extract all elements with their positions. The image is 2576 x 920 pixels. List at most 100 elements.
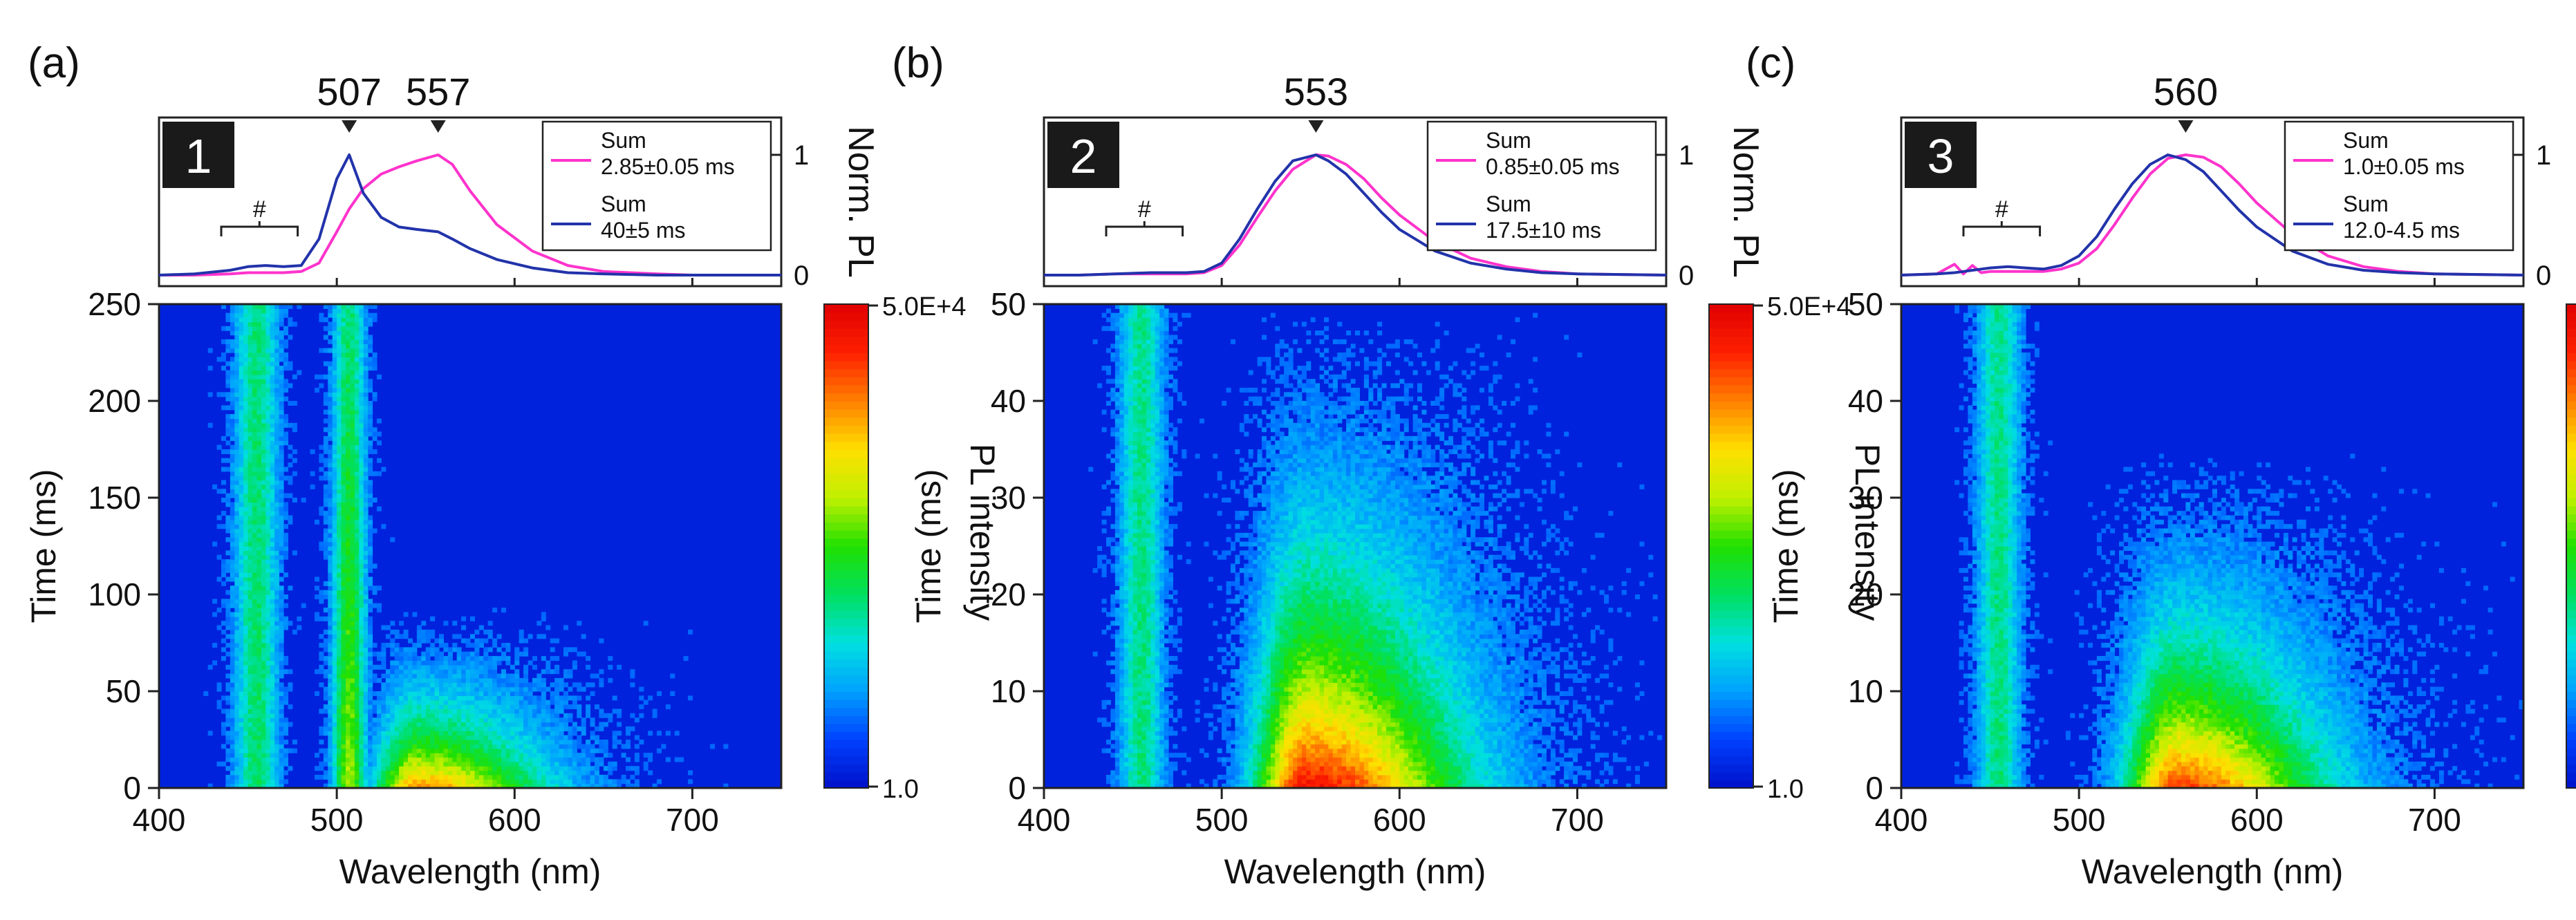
heatmap-cell <box>528 731 533 736</box>
heatmap-cell <box>505 713 511 718</box>
heatmap-cell <box>265 717 271 723</box>
heatmap-cell <box>456 748 462 753</box>
heatmap-cell <box>341 537 346 543</box>
heatmap-cell <box>248 713 253 718</box>
heatmap-cell <box>243 476 249 481</box>
heatmap-cell <box>439 700 444 705</box>
heatmap-cell <box>341 312 346 318</box>
heatmap-cell <box>528 766 533 771</box>
heatmap-cell <box>252 476 257 481</box>
heatmap-cell <box>532 774 537 780</box>
heatmap-cell <box>403 660 409 666</box>
heatmap-cell <box>456 722 462 727</box>
heatmap-cell <box>1635 774 1640 780</box>
heatmap-cell <box>261 524 266 529</box>
heatmap-cell <box>234 700 240 705</box>
heatmap-cell <box>1355 766 1360 771</box>
heatmap-cell <box>478 660 484 666</box>
heatmap-cell <box>368 757 373 762</box>
heatmap-cell <box>528 695 533 701</box>
heatmap-cell <box>581 651 586 657</box>
heatmap-cell <box>337 498 342 503</box>
heatmap-cell <box>274 563 280 569</box>
heatmap-cell <box>390 700 395 705</box>
heatmap-cell <box>572 726 577 731</box>
heatmap-cell <box>563 682 568 688</box>
heatmap-cell <box>394 634 400 639</box>
heatmap-cell <box>337 502 342 507</box>
heatmap-cell <box>261 779 266 785</box>
heatmap-cell <box>1524 783 1529 789</box>
heatmap-cell <box>248 537 253 543</box>
heatmap-cell <box>225 682 231 688</box>
heatmap-cell <box>1444 770 1449 776</box>
heatmap-cell <box>523 647 529 653</box>
heatmap-cell <box>243 559 249 565</box>
heatmap-cell <box>265 708 271 714</box>
heatmap-cell <box>492 713 498 718</box>
heatmap-cell <box>1306 766 1312 771</box>
heatmap-cell <box>1439 774 1445 780</box>
heatmap-cell <box>337 585 342 591</box>
heatmap-cell <box>265 643 271 648</box>
heatmap-cell <box>337 312 342 318</box>
heatmap-cell <box>390 753 395 758</box>
heatmap-cell <box>256 722 262 727</box>
heatmap-cell <box>385 761 391 767</box>
heatmap-cell <box>478 677 484 683</box>
heatmap-cell <box>270 444 275 450</box>
heatmap-cell <box>408 748 413 753</box>
heatmap-cell <box>1284 770 1289 776</box>
heatmap-cell <box>225 590 231 595</box>
heatmap-cell <box>332 731 337 736</box>
heatmap-cell <box>359 379 364 384</box>
heatmap-cell <box>368 405 373 411</box>
heatmap-cell <box>234 686 240 692</box>
heatmap-cell <box>399 704 404 710</box>
heatmap-cell <box>478 722 484 727</box>
heatmap-cell <box>256 576 262 582</box>
heatmap-cell <box>337 326 342 331</box>
heatmap-cell <box>265 612 271 617</box>
heatmap-cell <box>1426 783 1431 789</box>
heatmap-cell <box>328 704 333 710</box>
heatmap-cell <box>595 783 599 789</box>
heatmap-cell <box>501 717 506 723</box>
heatmap-cell <box>461 735 467 740</box>
colorbar-segment <box>824 643 868 652</box>
heatmap-cell <box>545 664 551 670</box>
heatmap-cell <box>581 779 586 785</box>
heatmap-cell <box>359 528 364 534</box>
heatmap-cell <box>377 722 382 727</box>
heatmap-cell <box>554 677 560 683</box>
heatmap-cell <box>359 695 364 701</box>
heatmap-cell <box>230 740 235 744</box>
heatmap-cell <box>346 506 351 511</box>
heatmap-cell <box>350 387 355 393</box>
heatmap-cell <box>234 783 240 789</box>
heatmap-cell <box>359 326 364 331</box>
heatmap-cell <box>265 541 271 547</box>
heatmap-cell <box>394 748 400 753</box>
heatmap-cell <box>536 744 542 749</box>
heatmap-cell <box>283 361 288 366</box>
heatmap-cell <box>279 339 284 344</box>
heatmap-cell <box>1231 783 1235 789</box>
colorbar-segment <box>824 505 868 515</box>
heatmap-cell <box>225 326 231 331</box>
heatmap-cell <box>456 717 462 723</box>
heatmap-cell <box>399 740 404 744</box>
heatmap-cell <box>230 304 235 309</box>
heatmap-cell <box>514 691 520 696</box>
heatmap-cell <box>554 700 560 705</box>
heatmap-cell <box>572 682 577 688</box>
heatmap-cell <box>328 576 333 582</box>
heatmap-cell <box>416 726 422 731</box>
heatmap-cell <box>390 722 395 727</box>
heatmap-cell <box>421 766 427 771</box>
heatmap-cell <box>363 757 368 762</box>
heatmap-cell <box>239 383 244 388</box>
heatmap-cell <box>403 673 409 679</box>
heatmap-cell <box>425 704 431 710</box>
